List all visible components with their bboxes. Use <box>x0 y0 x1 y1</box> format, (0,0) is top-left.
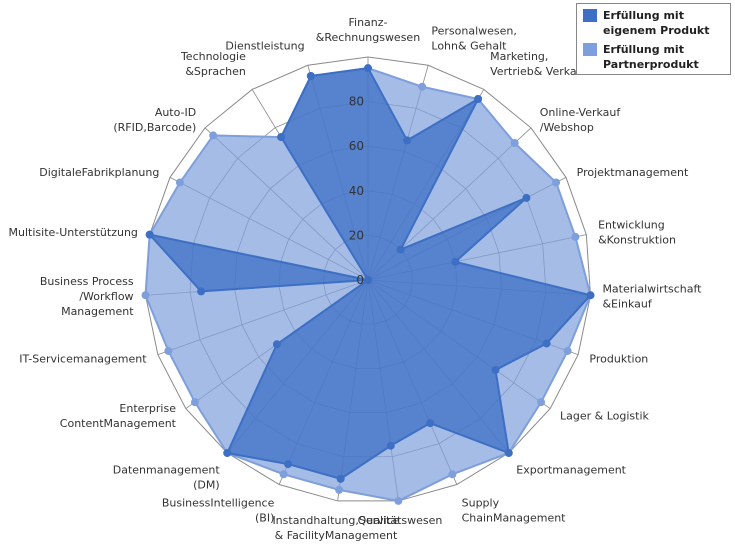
data-point-s0-6 <box>586 291 595 300</box>
category-label-15: Enterprise ContentManagement <box>60 402 177 430</box>
category-label-12: Instandhaltung,Service & FacilityManageme… <box>272 514 399 542</box>
data-point-s0-4 <box>522 193 531 202</box>
data-point-s0-15 <box>272 340 281 349</box>
data-point-s0-22 <box>306 72 315 81</box>
r-tick-label-80: 80 <box>349 95 364 109</box>
category-label-21: Technologie &Sprachen <box>180 50 246 78</box>
data-point-s1-17 <box>141 291 150 300</box>
data-point-s0-20 <box>364 276 372 284</box>
category-label-4: Projektmanagement <box>577 166 689 179</box>
r-tick-label-20: 20 <box>349 228 364 242</box>
legend-label-own-product: Erfüllung mit eigenem Produkt <box>603 9 710 37</box>
data-point-s1-12 <box>335 485 344 494</box>
data-point-s0-10 <box>426 419 435 428</box>
data-point-s0-9 <box>504 448 513 457</box>
data-point-s1-7 <box>563 346 572 355</box>
data-point-s1-13 <box>279 470 288 479</box>
data-point-s0-13 <box>284 460 293 469</box>
data-point-s0-21 <box>277 133 286 142</box>
data-point-s0-3 <box>396 245 405 254</box>
category-label-3: Online-Verkauf/Webshop <box>540 106 622 134</box>
category-label-17: Business Process/Workflow Management <box>40 275 134 318</box>
data-point-s1-20 <box>209 131 218 140</box>
category-label-7: Produktion <box>589 353 648 366</box>
category-label-13: BusinessIntelligence (BI) <box>162 497 275 525</box>
category-label-18: Multisite-Unterstützung <box>9 226 138 239</box>
data-point-s0-17 <box>197 287 206 296</box>
data-point-s0-2 <box>474 94 483 103</box>
r-tick-label-40: 40 <box>349 184 364 198</box>
data-point-s1-10 <box>448 470 457 479</box>
category-label-9: Exportmanagement <box>516 463 626 476</box>
category-label-1: Personalwesen, Lohn& Gehalt <box>431 25 516 53</box>
data-point-s0-8 <box>491 366 500 375</box>
legend-swatch-partner-product <box>583 43 597 56</box>
data-point-s1-8 <box>537 398 546 407</box>
legend-item-partner-product[interactable]: Erfüllung mit Partnerprodukt <box>583 42 723 72</box>
data-point-s1-4 <box>552 178 561 187</box>
data-point-s0-5 <box>451 257 460 266</box>
data-point-s0-14 <box>223 448 232 457</box>
category-label-19: DigitaleFabrikplanung <box>39 166 159 179</box>
data-point-s1-15 <box>190 398 199 407</box>
category-label-16: IT-Servicemanagement <box>19 353 147 366</box>
data-point-s1-19 <box>175 178 184 187</box>
category-label-22: Dienstleistung <box>225 40 304 53</box>
r-tick-label-60: 60 <box>349 139 364 153</box>
data-point-s1-1 <box>418 82 427 91</box>
legend: Erfüllung mit eigenem Produkt Erfüllung … <box>576 3 731 75</box>
category-label-5: Entwicklung &Konstruktion <box>598 219 676 247</box>
r-tick-label-0: 0 <box>356 273 364 287</box>
data-point-s1-5 <box>571 232 580 241</box>
data-point-s0-0 <box>364 64 372 73</box>
category-label-6: Materialwirtschaft &Einkauf <box>602 283 702 311</box>
data-point-s1-11 <box>394 496 403 505</box>
data-point-s1-16 <box>164 346 173 355</box>
legend-swatch-own-product <box>583 9 597 22</box>
category-label-0: Finanz-&Rechnungswesen <box>316 16 420 44</box>
category-label-10: Supply ChainManagement <box>462 497 567 525</box>
legend-item-own-product[interactable]: Erfüllung mit eigenem Produkt <box>583 8 723 38</box>
category-label-20: Auto-ID (RFID,Barcode) <box>113 106 196 134</box>
legend-label-partner-product: Erfüllung mit Partnerprodukt <box>603 43 699 71</box>
category-label-11: Qualitätswesen <box>358 514 443 527</box>
data-point-s0-18 <box>145 230 154 239</box>
data-point-s0-1 <box>403 136 412 145</box>
data-point-s0-12 <box>336 474 345 483</box>
data-point-s0-11 <box>386 441 395 450</box>
data-point-s1-3 <box>510 139 519 148</box>
category-label-2: Marketing, Vertrieb& Verkauf <box>490 50 589 78</box>
category-label-8: Lager & Logistik <box>560 410 650 423</box>
category-label-14: Datenmanagement (DM) <box>113 463 221 491</box>
data-point-s0-7 <box>542 339 551 348</box>
grid-ring-100 <box>145 56 591 502</box>
